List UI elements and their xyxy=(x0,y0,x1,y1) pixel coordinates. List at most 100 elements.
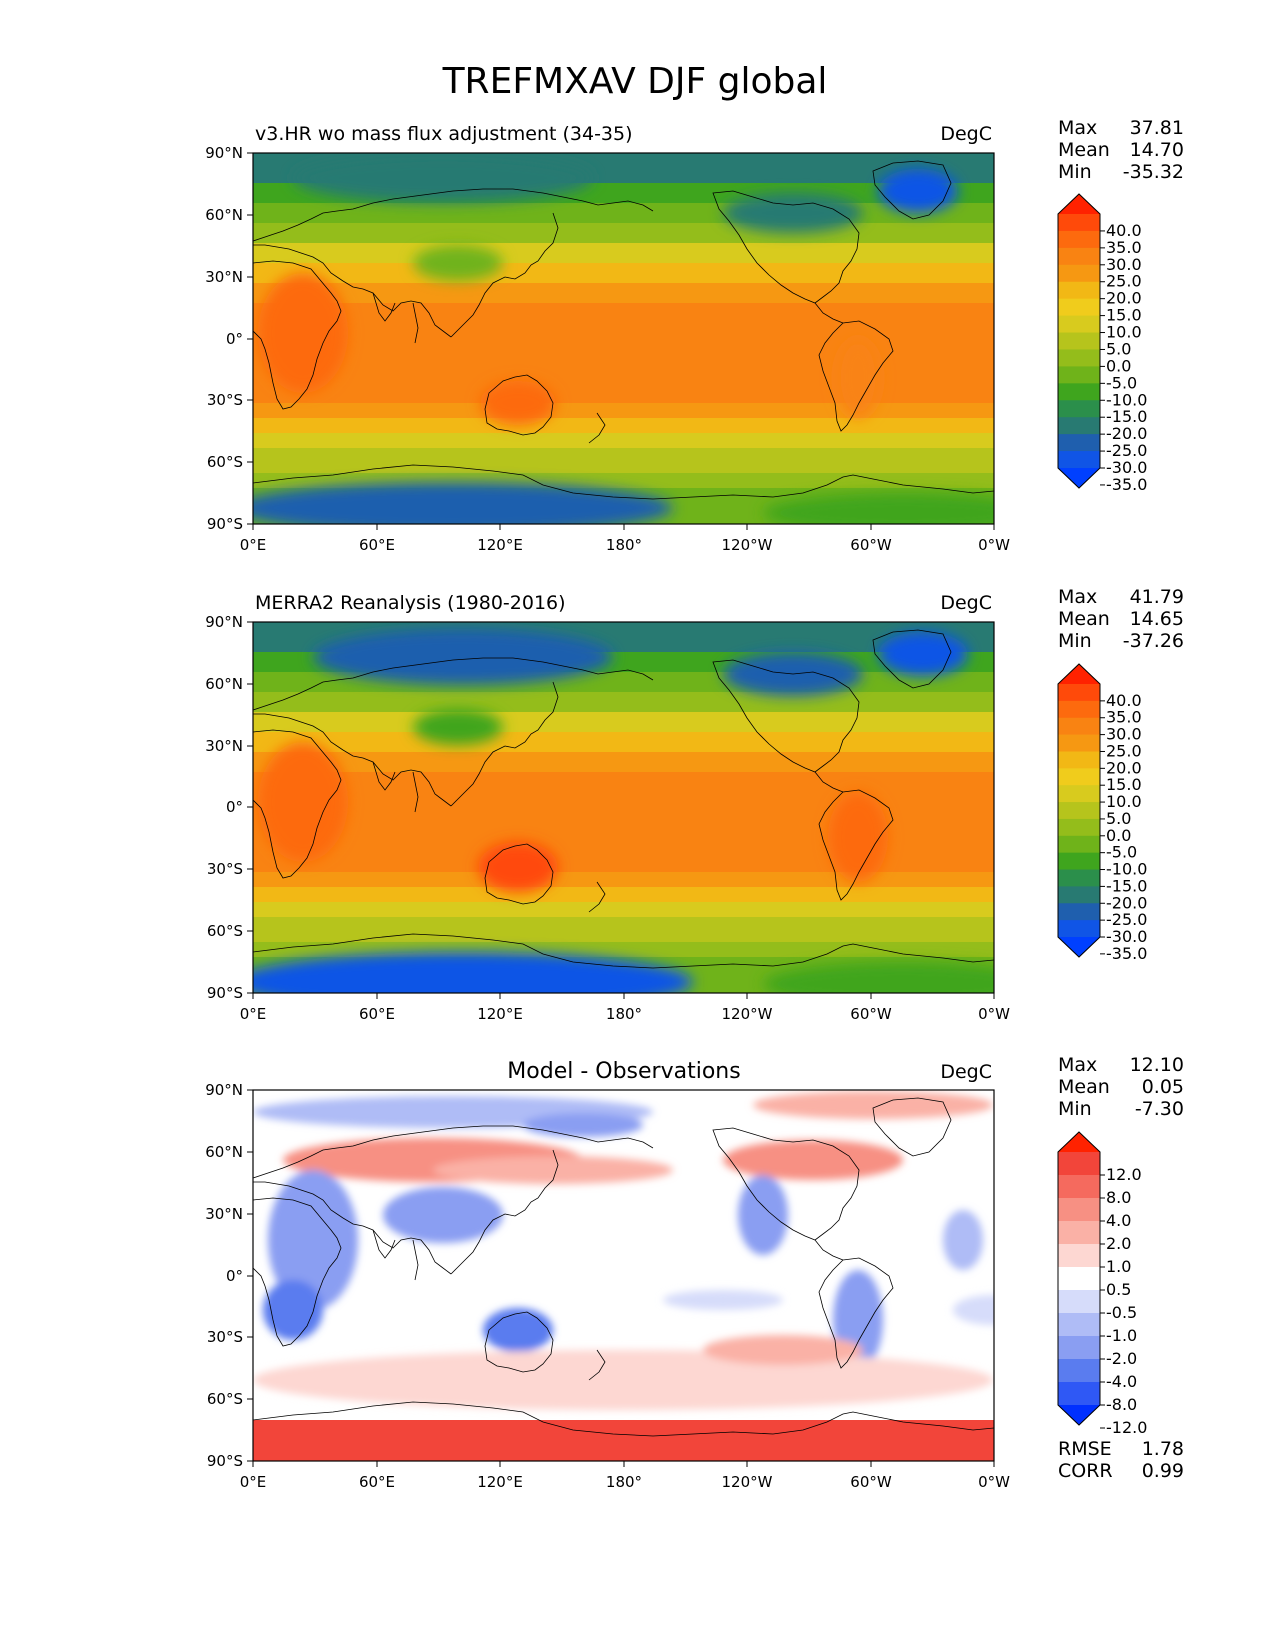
colorbar-tick-label: 15.0 xyxy=(1106,306,1142,325)
stat-max-label: Max xyxy=(1058,1054,1097,1076)
y-tick-label: 90°N xyxy=(205,144,243,162)
colorbar-tick-label: 5.0 xyxy=(1106,809,1131,828)
stat-max-label: Max xyxy=(1058,586,1097,608)
y-tick-label: 90°S xyxy=(207,984,243,1002)
y-tick-label: 90°S xyxy=(207,515,243,533)
y-tick-label: 60°N xyxy=(205,1143,243,1161)
colorbar-tick-label: 0.0 xyxy=(1106,356,1131,375)
colorbar-tick-label: -5.0 xyxy=(1106,373,1137,392)
panel-units: DegC xyxy=(940,1061,992,1083)
colorbar: 40.035.030.025.020.015.010.05.00.0-5.0-1… xyxy=(1057,193,1147,494)
colorbar-tick-label: -2.0 xyxy=(1106,1349,1137,1368)
colorbar-segment xyxy=(1058,1359,1100,1383)
colorbar-tick-label: -12.0 xyxy=(1106,1418,1147,1437)
colorbar-tick-label: 30.0 xyxy=(1106,255,1142,274)
panel-units: DegC xyxy=(940,592,992,614)
colorbar-extend-max xyxy=(1058,194,1100,214)
colorbar-tick-label: 8.0 xyxy=(1106,1188,1131,1207)
colorbar-segment xyxy=(1058,886,1100,904)
y-tick-label: 30°N xyxy=(205,268,243,286)
y-tick-label: 30°S xyxy=(207,391,243,409)
colorbar-tick-label: -20.0 xyxy=(1106,424,1147,443)
colorbar-tick-label: -20.0 xyxy=(1106,893,1147,912)
colorbar-tick-label: 40.0 xyxy=(1106,221,1142,240)
y-tick-label: 60°N xyxy=(205,206,243,224)
colorbar-tick-label: -8.0 xyxy=(1106,1395,1137,1414)
y-tick-label: 60°N xyxy=(205,675,243,693)
colorbar-segment xyxy=(1058,1267,1100,1291)
x-tick-label: 0°E xyxy=(240,536,267,554)
panel-observations: MERRA2 Reanalysis (1980-2016) DegC xyxy=(205,586,1184,1023)
panel-units: DegC xyxy=(940,123,992,145)
colorbar-tick-label: 12.0 xyxy=(1106,1165,1142,1184)
colorbar-segment xyxy=(1058,264,1100,283)
x-tick-label: 60°W xyxy=(850,536,892,554)
colorbar-segment xyxy=(1058,1152,1100,1176)
colorbar-segment xyxy=(1058,281,1100,300)
y-tick-label: 60°S xyxy=(207,922,243,940)
stats-block: Max 41.79 Mean 14.65 Min -37.26 xyxy=(1058,586,1184,652)
y-axis: 90°N 60°N 30°N 0° 30°S 60°S 90°S xyxy=(205,144,253,533)
stats-block: Max 37.81 Mean 14.70 Min -35.32 xyxy=(1058,117,1184,183)
colorbar-tick-label: 20.0 xyxy=(1106,289,1142,308)
stat-min-label: Min xyxy=(1058,1098,1092,1120)
stat-min-value: -7.30 xyxy=(1135,1098,1184,1120)
colorbar-extend-max xyxy=(1058,1132,1100,1152)
colorbar-segment xyxy=(1058,400,1100,418)
x-axis: 0°E 60°E 120°E 180° 120°W 60°W 0°W xyxy=(240,993,1010,1023)
figure-title: TREFMXAV DJF global xyxy=(442,61,828,102)
stat-mean-label: Mean xyxy=(1058,1076,1110,1098)
colorbar-segment xyxy=(1058,802,1100,820)
colorbar-tick-label: 15.0 xyxy=(1106,775,1142,794)
colorbar-segment xyxy=(1058,700,1100,719)
x-tick-label: 60°W xyxy=(850,1005,892,1023)
colorbar-segment xyxy=(1058,768,1100,786)
colorbar-segment xyxy=(1058,247,1100,266)
y-tick-label: 60°S xyxy=(207,1390,243,1408)
colorbar-tick-label: -0.5 xyxy=(1106,1303,1137,1322)
stat-mean-value: 14.70 xyxy=(1130,139,1184,161)
x-tick-label: 120°E xyxy=(477,1473,523,1491)
colorbar-tick-label: 10.0 xyxy=(1106,323,1142,342)
stat-min-label: Min xyxy=(1058,161,1092,183)
colorbar-tick-label: 0.5 xyxy=(1106,1280,1131,1299)
colorbar-tick-label: 2.0 xyxy=(1106,1234,1131,1253)
x-tick-label: 0°W xyxy=(978,536,1010,554)
colorbar-tick-label: 5.0 xyxy=(1106,339,1131,358)
colorbar-tick-label: 35.0 xyxy=(1106,708,1142,727)
colorbar-extend-max xyxy=(1058,664,1100,684)
y-tick-label: 90°N xyxy=(205,613,243,631)
y-tick-label: 30°N xyxy=(205,1205,243,1223)
colorbar-tick-label: -10.0 xyxy=(1106,860,1147,879)
colorbar-tick-label: -5.0 xyxy=(1106,843,1137,862)
colorbar-tick-label: -15.0 xyxy=(1106,407,1147,426)
colorbar-tick-label: 35.0 xyxy=(1106,238,1142,257)
colorbar-segment xyxy=(1058,1175,1100,1199)
y-tick-label: 0° xyxy=(226,798,243,816)
map-field xyxy=(253,153,994,524)
rmse-label: RMSE xyxy=(1058,1438,1112,1460)
colorbar-tick-label: -1.0 xyxy=(1106,1326,1137,1345)
colorbar-segment xyxy=(1058,332,1100,350)
map-field xyxy=(253,1090,994,1461)
colorbar-tick-label: -25.0 xyxy=(1106,910,1147,929)
x-tick-label: 0°W xyxy=(978,1005,1010,1023)
colorbar-tick-label: 20.0 xyxy=(1106,758,1142,777)
x-tick-label: 60°E xyxy=(359,1473,395,1491)
colorbar-segment xyxy=(1058,366,1100,384)
x-tick-label: 0°E xyxy=(240,1473,267,1491)
colorbar-segment xyxy=(1058,734,1100,752)
colorbar-tick-label: -35.0 xyxy=(1106,475,1147,494)
x-tick-label: 180° xyxy=(606,1005,642,1023)
colorbar-segment xyxy=(1058,349,1100,367)
x-tick-label: 0°W xyxy=(978,1473,1010,1491)
map-field xyxy=(253,622,994,993)
colorbar-segment xyxy=(1058,835,1100,854)
colorbar-segment xyxy=(1058,852,1100,871)
y-axis: 90°N 60°N 30°N 0° 30°S 60°S 90°S xyxy=(205,613,253,1002)
y-tick-label: 30°S xyxy=(207,1328,243,1346)
colorbar-segment xyxy=(1058,434,1100,452)
colorbar-segment xyxy=(1058,1198,1100,1222)
y-tick-label: 30°N xyxy=(205,737,243,755)
panel-center-title: Model - Observations xyxy=(507,1059,740,1084)
